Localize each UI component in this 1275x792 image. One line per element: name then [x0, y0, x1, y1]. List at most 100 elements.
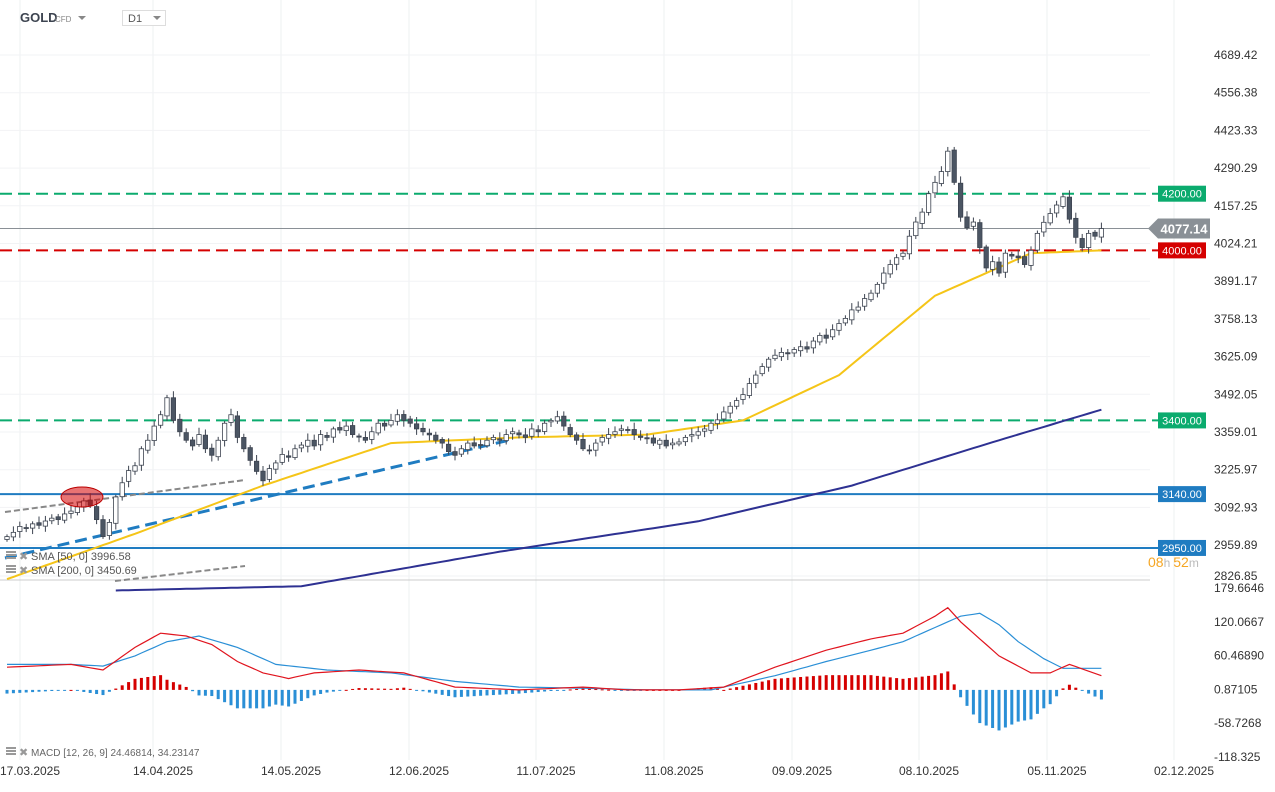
- macd-histogram-bar: [818, 675, 822, 690]
- remove-icon[interactable]: ✖: [19, 551, 28, 563]
- macd-histogram-bar: [107, 689, 111, 692]
- level-label-box: [1158, 486, 1206, 503]
- date-tick-label: 05.11.2025: [1027, 764, 1086, 778]
- candle-up: [305, 439, 311, 447]
- candle-down: [823, 334, 829, 339]
- candle-up: [868, 292, 874, 301]
- candle-up: [330, 428, 337, 438]
- macd-histogram-bar: [946, 671, 950, 690]
- candle-up: [490, 437, 497, 441]
- macd-histogram-bar: [843, 675, 847, 690]
- trendline-blue-dashed[interactable]: [4, 438, 511, 560]
- macd-histogram-bar: [997, 689, 1001, 731]
- candle-up: [17, 526, 23, 532]
- candle-down: [349, 425, 356, 435]
- macd-histogram-bar: [1099, 689, 1103, 700]
- macd-histogram-bar: [735, 687, 739, 690]
- candle-up: [228, 414, 234, 423]
- macd-histogram-bar: [831, 675, 835, 690]
- candle-up: [1098, 228, 1104, 238]
- symbol-name[interactable]: GOLD: [20, 10, 58, 25]
- timeframe-chevron-icon[interactable]: [153, 16, 161, 20]
- menu-icon[interactable]: [6, 565, 16, 567]
- macd-histogram-bar: [901, 678, 905, 690]
- candle-up: [689, 434, 695, 437]
- candle-down: [189, 439, 196, 447]
- macd-histogram-bar: [933, 675, 937, 690]
- candle-up: [970, 221, 977, 227]
- macd-histogram-bar: [856, 675, 860, 690]
- date-tick-label: 14.04.2025: [133, 764, 193, 778]
- trendline-gray[interactable]: [4, 479, 246, 513]
- macd-histogram-bar: [43, 689, 47, 692]
- horizontal-levels[interactable]: 4200.00 4000.00 3400.00 3140.00 2950.00 4077.…: [0, 185, 1210, 556]
- candle-down: [477, 444, 484, 446]
- macd-histogram-bar: [210, 689, 214, 697]
- candle-up: [772, 354, 778, 360]
- candle-up: [657, 439, 663, 445]
- candle-up: [714, 419, 721, 424]
- macd-histogram-bar: [543, 689, 547, 692]
- macd-tick-label: -118.325: [1214, 750, 1261, 764]
- macd-histogram-bar: [351, 688, 355, 690]
- timeframe-select[interactable]: [122, 10, 166, 26]
- macd-histogram-bar: [5, 689, 9, 694]
- macd-histogram-bar: [1093, 689, 1097, 697]
- candle-up: [343, 425, 349, 432]
- macd-histogram-bar: [325, 689, 329, 693]
- macd-signal-line: [7, 612, 1102, 691]
- macd-histogram-bar: [850, 675, 854, 690]
- candle-down: [625, 429, 631, 431]
- candle-up: [676, 441, 682, 445]
- remove-icon[interactable]: ✖: [19, 747, 28, 759]
- macd-histogram-bar: [178, 684, 182, 690]
- macd-tick-label: 179.6646: [1214, 581, 1264, 595]
- macd-histogram-bar: [811, 676, 815, 690]
- candle-down: [407, 418, 413, 424]
- menu-icon[interactable]: [6, 551, 16, 553]
- macd-histogram-bar: [504, 689, 508, 695]
- candle-up: [740, 394, 746, 400]
- macd-histogram-bar: [549, 689, 553, 691]
- macd-histogram-bar: [1010, 689, 1014, 725]
- macd-histogram-bar: [287, 689, 291, 707]
- level-label: 3140.00: [1162, 489, 1202, 501]
- candle-up: [388, 420, 394, 426]
- macd-histogram-bar: [248, 689, 252, 709]
- macd-histogram-bar: [1061, 688, 1065, 690]
- menu-icon[interactable]: [6, 747, 16, 749]
- legend-sma50[interactable]: ✖ SMA [50, 0] 3996.58: [6, 551, 131, 563]
- macd-histogram-bar: [1023, 689, 1027, 721]
- candle-down: [202, 434, 208, 450]
- macd-histogram-bar: [991, 689, 995, 728]
- candle-up: [753, 374, 759, 384]
- candle-up: [919, 211, 925, 224]
- candle-up: [542, 422, 548, 432]
- macd-histogram-bar: [1067, 684, 1071, 690]
- candle-up: [913, 221, 919, 237]
- level-label: 2950.00: [1162, 543, 1202, 555]
- macd-histogram-bar: [472, 689, 476, 697]
- remove-icon[interactable]: ✖: [19, 565, 28, 577]
- highlight-ellipse[interactable]: [60, 486, 104, 508]
- level-label: 4200.00: [1162, 189, 1202, 201]
- macd-histogram-bar: [133, 678, 137, 690]
- macd-pane: [5, 606, 1103, 731]
- macd-histogram-bar: [863, 675, 867, 690]
- price-tick-label: 3891.17: [1214, 274, 1258, 288]
- price-tick-label: 3492.05: [1214, 387, 1258, 401]
- legend-macd[interactable]: ✖ MACD [12, 26, 9] 24.46814, 34.23147: [6, 747, 200, 759]
- macd-histogram-bar: [88, 689, 92, 693]
- macd-histogram-bar: [581, 688, 585, 690]
- candle-down: [356, 435, 362, 438]
- macd-histogram-bar: [274, 689, 278, 705]
- macd-histogram-bar: [280, 689, 284, 706]
- trendline-gray-lower[interactable]: [114, 565, 246, 582]
- macd-histogram-bar: [18, 689, 22, 693]
- legend-sma200[interactable]: ✖ SMA [200, 0] 3450.69: [6, 565, 137, 577]
- symbol-dropdown-chevron-icon[interactable]: [78, 16, 86, 20]
- candle-countdown: 08h 52m: [1148, 554, 1199, 570]
- macd-histogram-bar: [82, 689, 86, 692]
- price-tick-label: 4556.38: [1214, 86, 1258, 100]
